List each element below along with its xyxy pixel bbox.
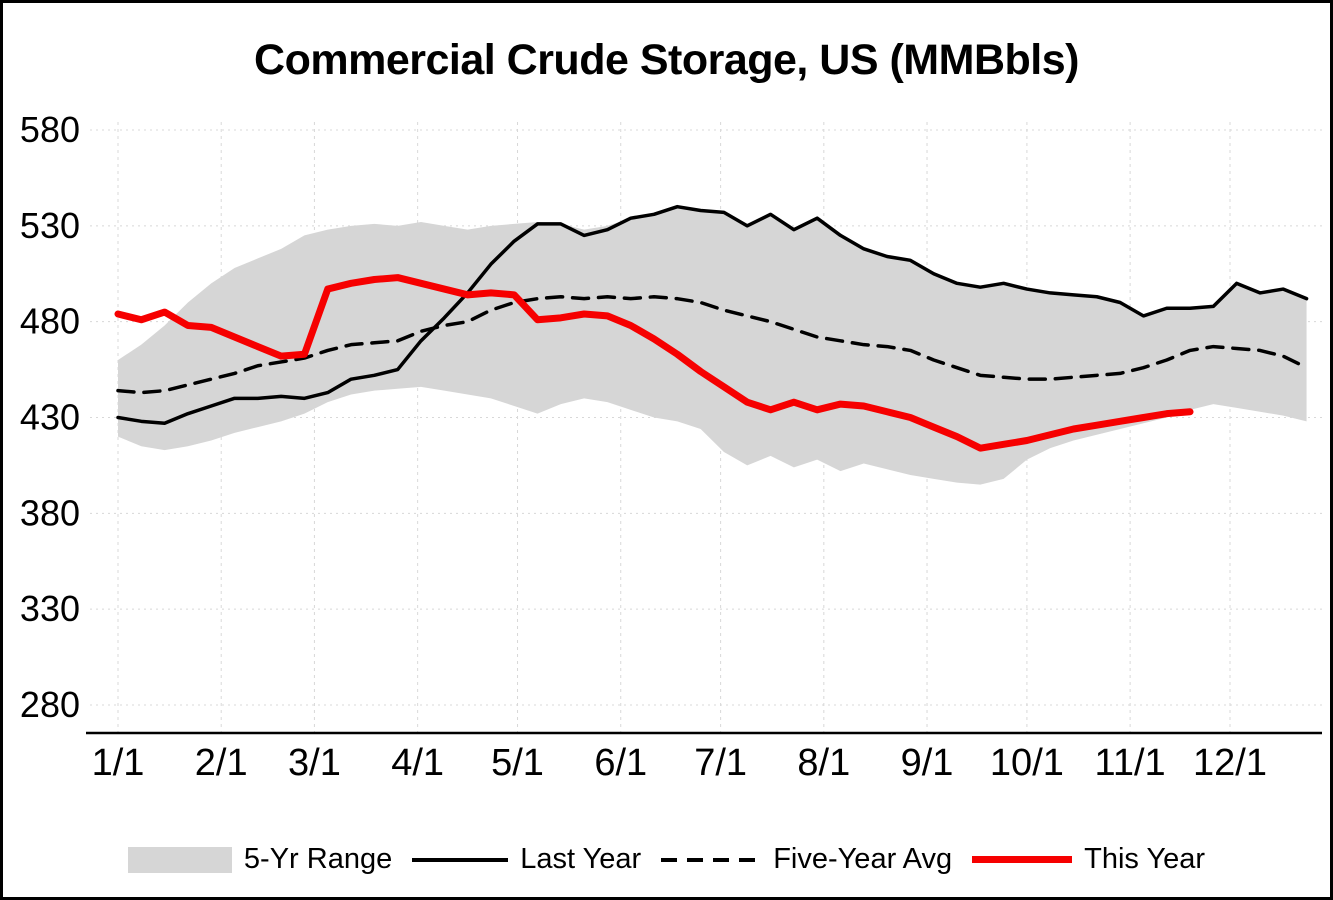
chart-legend: 5-Yr Range Last Year Five-Year Avg This … bbox=[0, 843, 1333, 876]
svg-text:7/1: 7/1 bbox=[694, 742, 747, 784]
last-year-line bbox=[116, 204, 1309, 425]
legend-label: Five-Year Avg bbox=[773, 843, 953, 875]
this-year-line bbox=[114, 274, 1194, 452]
svg-text:1/1: 1/1 bbox=[92, 742, 145, 784]
dashed-line-swatch-icon bbox=[661, 857, 762, 862]
svg-text:4/1: 4/1 bbox=[391, 742, 444, 784]
band-swatch-icon bbox=[127, 846, 232, 873]
svg-text:530: 530 bbox=[20, 205, 80, 246]
svg-text:3/1: 3/1 bbox=[288, 742, 341, 784]
y-axis-labels: 580 530 480 430 380 330 280 bbox=[20, 109, 80, 725]
svg-text:480: 480 bbox=[20, 301, 80, 342]
svg-text:5/1: 5/1 bbox=[491, 742, 544, 784]
svg-text:9/1: 9/1 bbox=[901, 742, 954, 784]
legend-label: This Year bbox=[1084, 843, 1206, 875]
x-axis-labels: 1/1 2/1 3/1 4/1 5/1 6/1 7/1 8/1 9/1 10/1 11/1 12/1 bbox=[92, 742, 1267, 784]
legend-item-five-year-avg: Five-Year Avg bbox=[661, 843, 952, 876]
solid-line-swatch-icon bbox=[412, 857, 509, 862]
svg-text:280: 280 bbox=[20, 684, 80, 725]
legend-label: 5-Yr Range bbox=[243, 843, 393, 875]
legend-item-this-year: This Year bbox=[972, 843, 1205, 876]
svg-text:580: 580 bbox=[20, 109, 80, 150]
svg-text:12/1: 12/1 bbox=[1193, 742, 1267, 784]
chart-title: Commercial Crude Storage, US (MMBbls) bbox=[254, 36, 1079, 84]
svg-text:2/1: 2/1 bbox=[195, 742, 248, 784]
five-year-avg-line bbox=[116, 295, 1309, 395]
svg-text:330: 330 bbox=[20, 588, 80, 629]
svg-text:8/1: 8/1 bbox=[797, 742, 850, 784]
legend-label: Last Year bbox=[520, 843, 642, 875]
svg-text:6/1: 6/1 bbox=[594, 742, 647, 784]
legend-item-5yr-range: 5-Yr Range bbox=[127, 843, 393, 876]
svg-text:10/1: 10/1 bbox=[990, 742, 1064, 784]
svg-text:380: 380 bbox=[20, 492, 80, 533]
red-line-swatch-icon bbox=[972, 856, 1073, 863]
svg-text:430: 430 bbox=[20, 397, 80, 438]
five-year-range-band bbox=[118, 206, 1307, 485]
legend-item-last-year: Last Year bbox=[412, 843, 641, 876]
svg-text:11/1: 11/1 bbox=[1095, 742, 1166, 784]
